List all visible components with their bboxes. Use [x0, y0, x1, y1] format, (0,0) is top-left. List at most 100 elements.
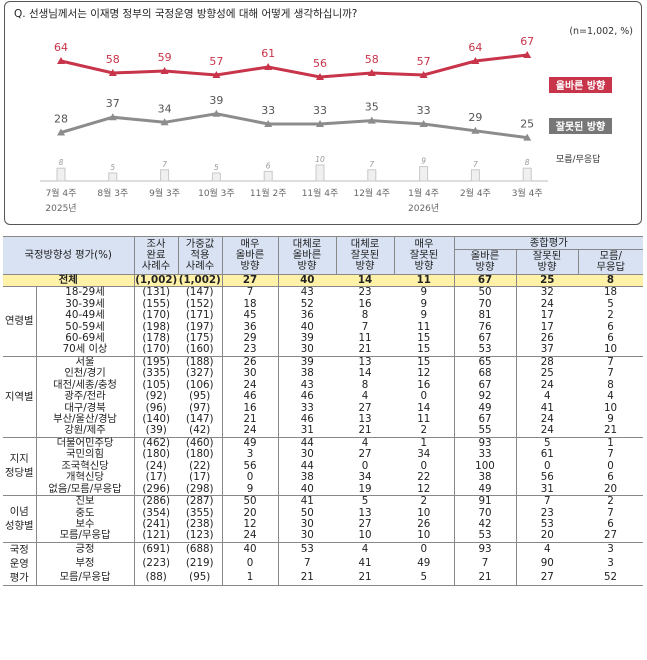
cell-value: 4 [361, 390, 369, 403]
cell-value: 15 [417, 331, 431, 344]
cell-value: 40 [277, 321, 336, 333]
cell-value: (39) [133, 425, 178, 438]
cell-value: 21 [277, 570, 336, 586]
cell-value: 93 [453, 436, 516, 450]
data-label-wrong: 34 [158, 102, 172, 115]
cell-value: 30 [221, 368, 278, 380]
cell-value: 52 [277, 298, 336, 310]
cell-value: 7 [607, 506, 614, 519]
row-label: 중도 [75, 506, 95, 519]
cell-value: 27 [358, 448, 372, 461]
table-row: 인천/경기 (335) (327) 30 38 14 12 68 25 7 [3, 367, 643, 380]
cell-value: 27 [603, 529, 618, 542]
cell-value: 2 [420, 424, 428, 437]
table-row: 연령별 18-29세 (131) (147) 7 43 23 9 50 32 18 [3, 286, 644, 357]
table-row: 40-49세 (170) (171) 45 36 8 9 81 17 2 [3, 309, 643, 322]
row-label: 모름/무응답 [59, 571, 111, 584]
crosstab-table: 국정방향성 평가(%) 조사 완료 사례수 가중값 적용 사례수 매우 올바른 방향 대체로… [3, 236, 644, 586]
cell-value: 76 [453, 321, 516, 333]
table-row: 부정 (223) (219) 0 7 41 49 7 90 3 [3, 556, 643, 571]
cell-value: 46 [277, 390, 336, 403]
cell-value: 30 [277, 449, 336, 461]
cell-value: 5 [515, 436, 578, 450]
table-row: 지역별 서울 (195) (188) 26 39 13 15 65 28 7 [3, 355, 644, 438]
cell-value: 38 [277, 368, 336, 380]
data-label-right: 61 [261, 47, 275, 60]
cell-value: (286) [133, 494, 178, 508]
cell-value: 39 [277, 332, 336, 345]
table-row: 대전/세종/충청 (105) (106) 24 43 8 16 67 24 8 [3, 378, 643, 391]
cell-value: 12 [221, 518, 278, 531]
bar-dk [522, 167, 532, 182]
group-label: 지역별 [3, 355, 37, 438]
cell-value: 19 [358, 482, 372, 495]
data-label-wrong: 33 [417, 104, 431, 117]
cell-value: 50 [277, 507, 336, 519]
table-row-total: 전체 (1,002) (1,002) 27 40 14 11 67 25 8 [3, 274, 644, 287]
cell-value: 30 [277, 344, 336, 357]
cell-value: (160) [185, 343, 214, 356]
cell-value: 23 [336, 286, 394, 299]
legend-right-label: 올바른 방향 [556, 79, 606, 92]
point-right [316, 73, 324, 80]
data-label-wrong: 28 [54, 113, 68, 126]
cell-value: 67 [453, 413, 516, 426]
cell-value: (95) [189, 571, 211, 584]
cell-value: 30 [277, 530, 336, 543]
cell-value: 10 [358, 529, 372, 542]
row-label: 60-69세 [65, 331, 105, 344]
cell-value: (140) [133, 413, 178, 426]
cell-value: 14 [358, 367, 372, 380]
row-label: 모름/무응답 [59, 529, 111, 542]
cell-value: (170) [133, 309, 178, 322]
cell-value: 8 [361, 378, 369, 391]
table-row: 보수 (241) (238) 12 30 27 26 42 53 6 [3, 517, 643, 531]
cell-value: (17) [189, 471, 211, 484]
cell-value: 67 [453, 274, 516, 287]
cell-value: 20 [603, 482, 618, 495]
cell-value: 27 [358, 517, 372, 530]
cell-value: 43 [277, 379, 336, 391]
cell-value: 16 [221, 402, 278, 414]
row-label: 보수 [75, 517, 95, 530]
cell-value: 4 [607, 390, 614, 403]
table-row: 이념 성향별 진보 (286) (287) 50 41 5 2 91 7 2 [3, 494, 644, 543]
point-wrong [316, 120, 324, 127]
cell-value: (95) [189, 390, 211, 403]
cell-value: 11 [417, 413, 431, 426]
row-label: 40-49세 [65, 309, 105, 322]
point-wrong [57, 128, 65, 136]
cell-value: 50 [453, 286, 516, 299]
data-label-dk: 6 [266, 161, 271, 170]
cell-value: 92 [453, 390, 516, 403]
cell-value: (462) [133, 436, 178, 450]
cell-value: 41 [277, 494, 336, 508]
row-label: 대전/세종/충청 [53, 378, 117, 391]
cell-value: 43 [277, 286, 336, 299]
cell-value: 53 [515, 518, 578, 531]
cell-value: (188) [178, 355, 222, 369]
cell-value: 53 [453, 344, 516, 357]
cell-value: 3 [607, 557, 614, 570]
cell-value: (195) [133, 355, 178, 369]
x-tick-label: 11월 2주 [250, 187, 287, 199]
cell-value: 16 [417, 378, 431, 391]
point-right [367, 69, 376, 76]
data-label-right: 58 [106, 53, 120, 66]
cell-value: 53 [453, 530, 516, 543]
point-right [264, 63, 273, 70]
cell-value: 23 [221, 344, 278, 357]
row-label: 18-29세 [36, 286, 134, 299]
row-label: 대구/경북 [64, 401, 106, 414]
cell-value: 14 [336, 274, 394, 287]
cell-value: (219) [185, 557, 214, 570]
cell-value: 44 [277, 436, 336, 450]
cell-value: 9 [221, 483, 278, 496]
cell-value: 68 [453, 368, 516, 380]
sample-note: (n=1,002, %) [569, 26, 633, 37]
cell-value: 0 [361, 459, 369, 472]
cell-value: 10 [603, 343, 618, 356]
bar-dk [263, 170, 273, 182]
group-label: 연령별 [3, 286, 37, 357]
row-label: 더불어민주당 [36, 436, 134, 450]
